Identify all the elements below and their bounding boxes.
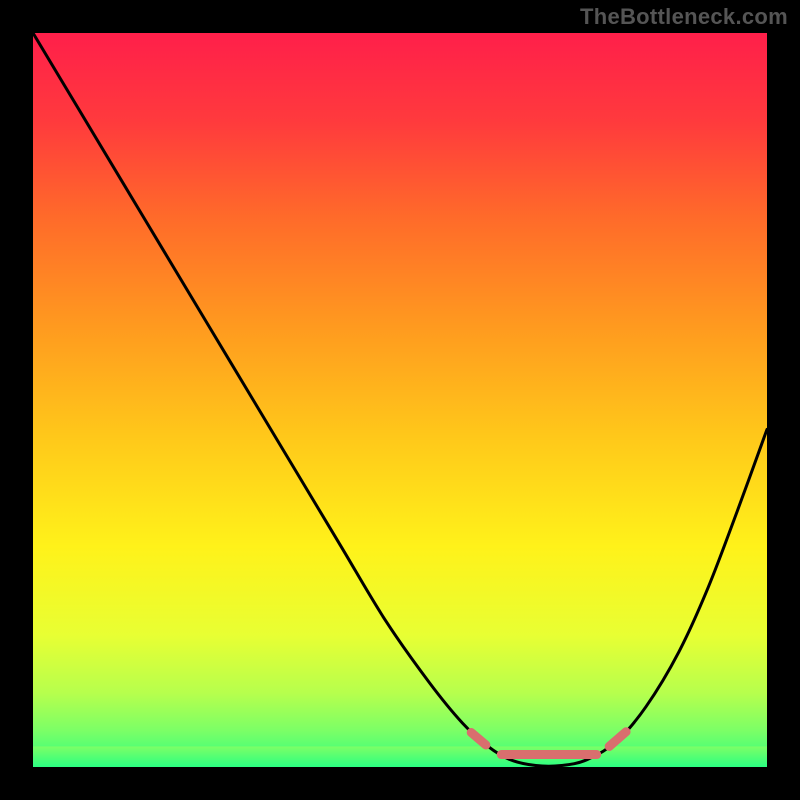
green-base-strip xyxy=(33,746,767,767)
chart-stage: TheBottleneck.com xyxy=(0,0,800,800)
plot-area xyxy=(33,33,767,767)
bottleneck-chart xyxy=(0,0,800,800)
watermark-text: TheBottleneck.com xyxy=(580,4,788,30)
